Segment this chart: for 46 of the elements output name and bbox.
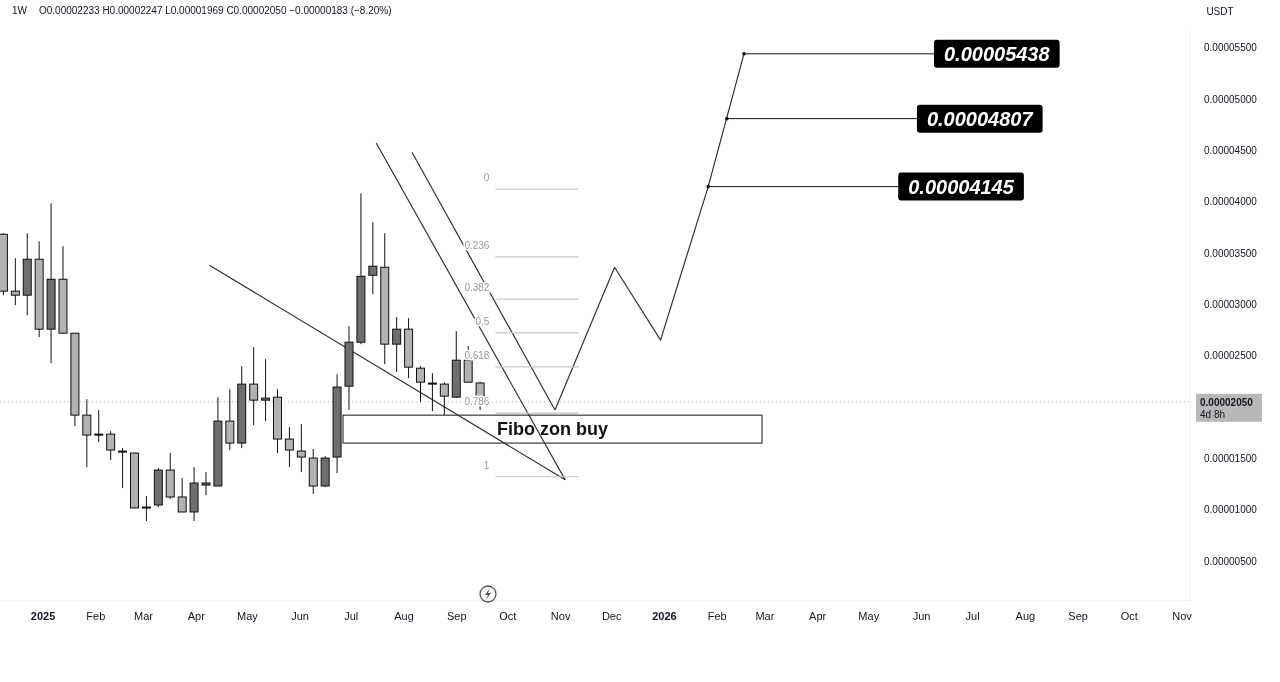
- x-tick-label: Mar: [134, 609, 154, 622]
- x-tick-label: Jun: [291, 609, 309, 622]
- y-tick-label: 0.00005000: [1204, 93, 1258, 105]
- x-tick-label: Sep: [1068, 609, 1088, 622]
- x-tick-label: 2025: [30, 609, 56, 622]
- x-tick-label: May: [858, 609, 880, 622]
- chart-subtitle: O0.00002233 H0.00002247 L0.00001969 C0.00002050 −0.00000183 (−8.20%): [39, 5, 392, 16]
- annotation: 0.00004807: [926, 107, 1034, 130]
- series-label: 1: [483, 459, 490, 471]
- y-tick-label: 0.00001000: [1204, 504, 1258, 516]
- annotation: 0.00004145: [908, 175, 1015, 198]
- ref-line-label: 0.00002050: [1200, 396, 1254, 408]
- x-tick-label: Apr: [187, 609, 206, 622]
- x-tick-label: May: [236, 609, 259, 622]
- y-axis-title: USDT: [1206, 6, 1234, 17]
- y-tick-label: 0.00005500: [1204, 42, 1258, 54]
- y-tick-label: 0.00001500: [1204, 452, 1258, 464]
- x-tick-label: Jul: [965, 609, 980, 622]
- x-tick-label: Jul: [344, 609, 359, 622]
- x-tick-label: Aug: [1015, 609, 1036, 622]
- x-tick-label: Nov: [1172, 609, 1193, 622]
- x-tick-label: Dec: [601, 609, 622, 622]
- x-tick-label: Apr: [809, 609, 827, 622]
- series-label: 0.5: [475, 315, 490, 327]
- band-label: Fibo zon buy: [497, 419, 608, 440]
- x-tick-label: Feb: [86, 609, 106, 622]
- x-tick-label: Aug: [394, 609, 414, 622]
- annotation: 0.00005438: [943, 42, 1051, 65]
- x-tick-label: Sep: [446, 609, 467, 622]
- text: 4d 8h: [1200, 408, 1226, 420]
- y-tick-label: 0.00003500: [1204, 247, 1258, 259]
- series-label: 0.236: [464, 239, 490, 251]
- x-tick-label: Nov: [550, 609, 571, 622]
- chart-title: 1W: [12, 5, 28, 16]
- y-tick-label: 0.00002500: [1204, 350, 1258, 362]
- y-tick-label: 0.00003000: [1204, 298, 1258, 310]
- x-tick-label: Mar: [755, 609, 775, 622]
- x-tick-label: Jun: [912, 609, 931, 622]
- series-label: 0: [483, 172, 490, 184]
- x-tick-label: Oct: [1120, 609, 1138, 622]
- y-tick-label: 0.00004500: [1204, 144, 1258, 156]
- y-tick-label: 0.00004000: [1204, 196, 1258, 208]
- x-tick-label: Oct: [499, 609, 517, 622]
- x-tick-label: 2026: [652, 609, 677, 622]
- y-tick-label: 0.00000500: [1204, 555, 1258, 567]
- x-tick-label: Feb: [707, 609, 727, 622]
